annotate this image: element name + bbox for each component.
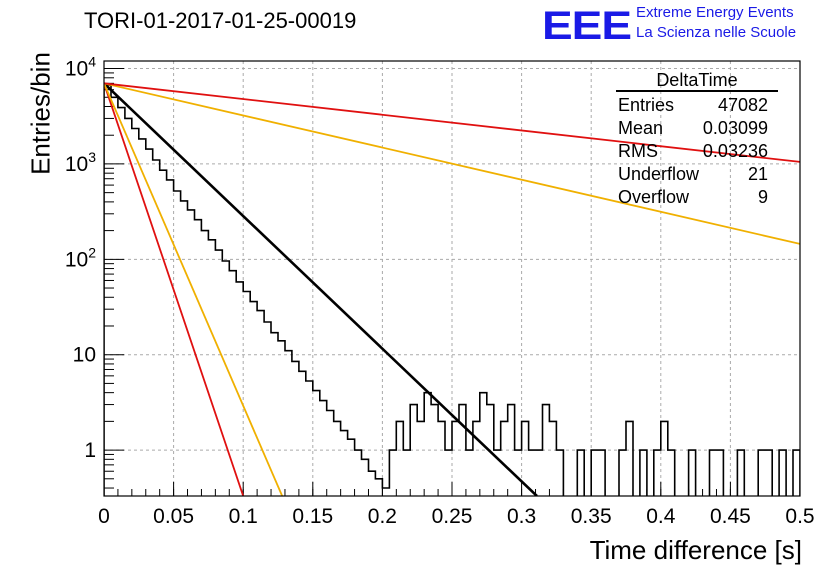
chart-title: TORI-01-2017-01-25-00019	[84, 8, 357, 33]
x-tick-label: 0.35	[571, 505, 612, 528]
logo-line-2: La Scienza nelle Scuole	[636, 24, 797, 41]
stats-value: 47082	[717, 95, 768, 115]
stats-label: Underflow	[618, 164, 700, 184]
stats-value: 21	[747, 164, 768, 184]
fit-line	[104, 82, 284, 496]
stats-label: Mean	[618, 118, 664, 138]
stats-box-name: DeltaTime	[616, 70, 778, 92]
stats-label: Overflow	[618, 187, 690, 207]
stats-value: 9	[757, 187, 768, 207]
x-tick-label: 0.05	[153, 505, 194, 528]
histogram-series	[104, 84, 800, 496]
logo-line-1: Extreme Energy Events	[636, 4, 794, 21]
x-tick-label: 0.5	[785, 505, 814, 528]
y-tick-label: 1	[84, 439, 96, 462]
stats-row-entries: Entries 47082	[606, 94, 778, 117]
fit-line	[104, 82, 538, 496]
x-tick-label: 0	[98, 505, 110, 528]
x-tick-label: 0.1	[229, 505, 258, 528]
x-tick-label: 0.45	[710, 505, 751, 528]
eee-logo: EEE	[542, 2, 632, 48]
x-tick-label: 0.4	[646, 505, 676, 528]
y-axis-label: Entries/bin	[25, 52, 56, 175]
stats-row-overflow: Overflow 9	[606, 186, 778, 209]
stats-row-underflow: Underflow 21	[606, 163, 778, 186]
x-tick-label: 0.3	[507, 505, 536, 528]
y-tick-label: 10	[73, 344, 96, 367]
y-tick-label: 102	[65, 244, 96, 271]
x-tick-label: 0.15	[292, 505, 333, 528]
fit-line	[104, 82, 800, 163]
stats-row-rms: RMS 0.03236	[606, 140, 778, 163]
x-tick-label: 0.2	[368, 505, 397, 528]
stats-box: DeltaTime Entries 47082 Mean 0.03099 RMS…	[606, 70, 778, 209]
plot-frame	[103, 60, 801, 497]
fit-line	[104, 82, 800, 245]
y-tick-label: 103	[65, 149, 96, 176]
stats-value: 0.03099	[702, 118, 768, 138]
x-tick-label: 0.25	[432, 505, 473, 528]
fit-line	[104, 83, 245, 496]
stats-label: Entries	[618, 95, 675, 115]
stats-label: RMS	[618, 141, 658, 161]
stats-value: 0.03236	[702, 141, 768, 161]
stats-row-mean: Mean 0.03099	[606, 117, 778, 140]
y-tick-label: 104	[65, 54, 96, 81]
x-axis-label: Time difference [s]	[589, 535, 802, 565]
